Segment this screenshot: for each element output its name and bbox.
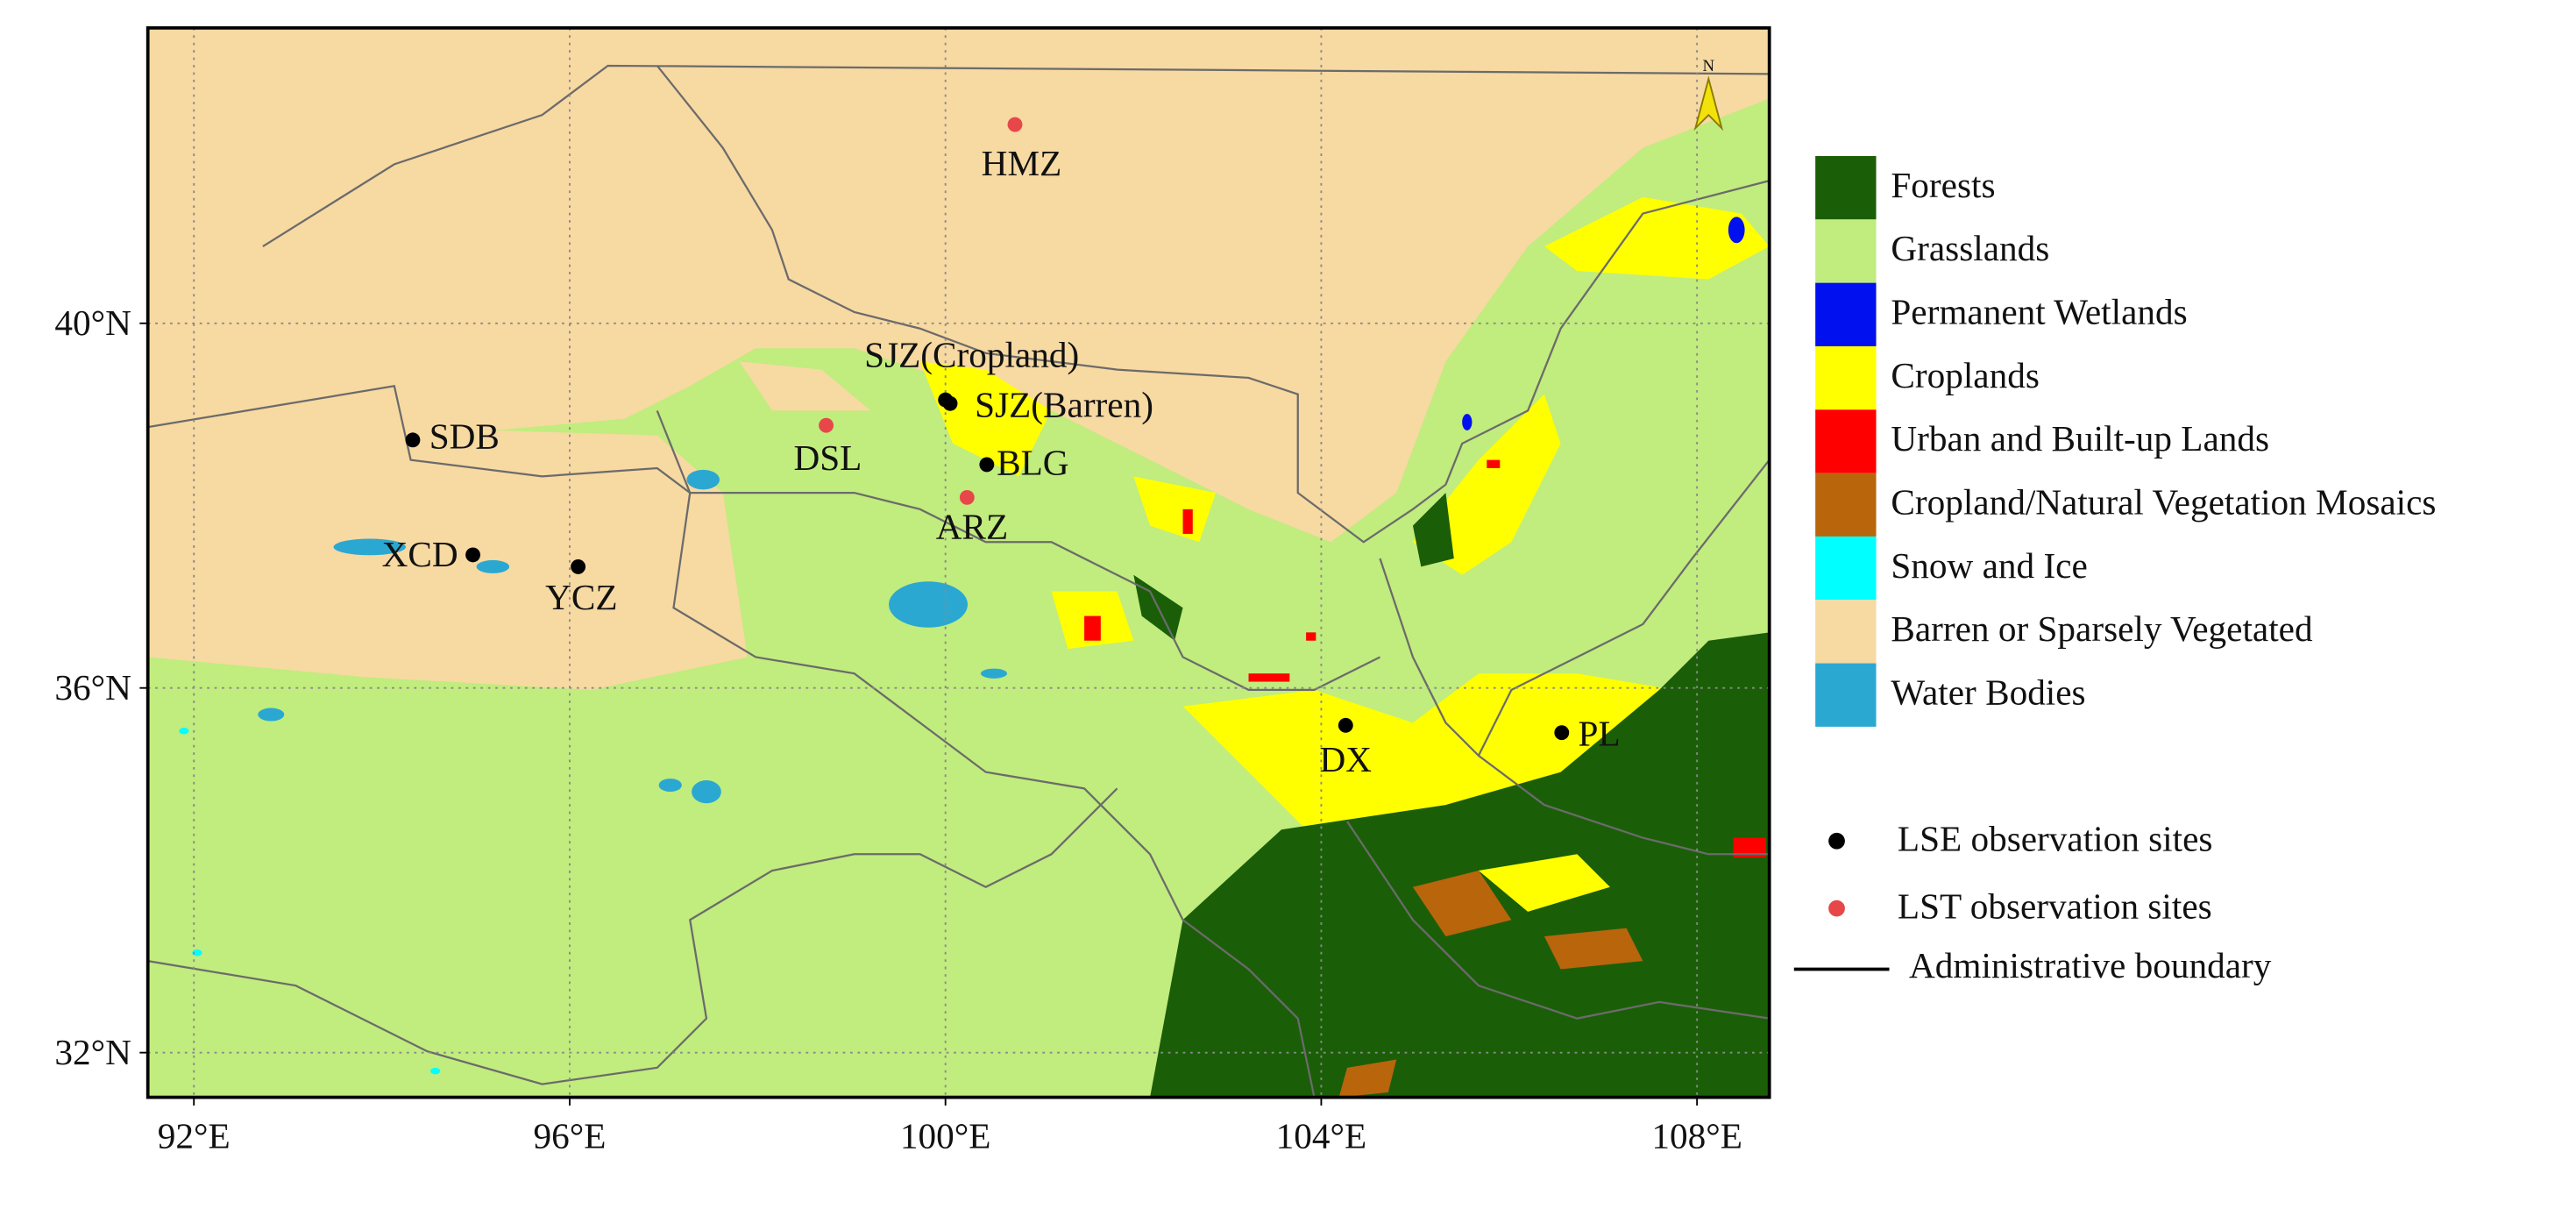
site-label: HMZ: [982, 143, 1062, 183]
site-marker: [405, 432, 421, 448]
land-cover-patch: [1543, 196, 1770, 280]
land-cover-patch: [1182, 508, 1193, 534]
boundary: [147, 787, 1118, 1085]
land-cover-patch: [147, 27, 1770, 543]
legend-swatch: [1815, 345, 1877, 410]
legend-label: Urban and Built-up Lands: [1891, 418, 2269, 459]
land-cover-map: [147, 27, 1770, 1098]
legend-label: Permanent Wetlands: [1891, 292, 2187, 332]
legend-swatch: [1815, 409, 1877, 473]
legend-label: Croplands: [1891, 355, 2039, 395]
land-cover-patch: [1412, 493, 1454, 567]
x-tick-label: 92°E: [158, 1116, 231, 1156]
legend-swatch: [1815, 219, 1877, 283]
site-label: SDB: [429, 416, 500, 456]
site-marker: [959, 489, 975, 505]
legend-swatch: [1815, 600, 1877, 664]
land-cover-patch: [739, 361, 871, 411]
x-tick-label: 96°E: [533, 1116, 606, 1156]
land-cover-patch: [1543, 928, 1643, 970]
land-cover-patch: [889, 581, 968, 628]
legend-swatch: [1815, 155, 1877, 220]
land-cover-patch: [919, 361, 1052, 477]
land-cover-patch: [333, 538, 406, 556]
site-label: DX: [1320, 739, 1373, 779]
site-marker: [1007, 117, 1023, 132]
legend-label: Administrative boundary: [1909, 945, 2272, 985]
site-label: BLG: [997, 442, 1068, 482]
land-cover-patch: [1133, 476, 1217, 543]
land-cover-patch: [1084, 615, 1101, 641]
boundary: [147, 385, 1380, 692]
land-cover-patch: [179, 728, 189, 735]
land-cover-patch: [658, 779, 682, 793]
legend-label: Water Bodies: [1891, 672, 2085, 713]
boundary: [262, 64, 1770, 247]
land-cover-patch: [1728, 217, 1745, 244]
legend-marker: [1828, 832, 1845, 850]
site-label: SJZ(Cropland): [864, 335, 1079, 376]
y-tick-label: 36°N: [54, 667, 131, 708]
legend-swatch: [1815, 473, 1877, 537]
site-label: XCD: [382, 534, 458, 574]
land-cover-patch: [147, 410, 748, 690]
land-cover-patch: [1412, 871, 1512, 936]
land-cover-patch: [258, 708, 285, 722]
site-marker: [819, 417, 834, 433]
land-cover-patch: [476, 559, 510, 573]
y-tick-label: 32°N: [54, 1032, 131, 1072]
land-cover-patch: [1478, 854, 1610, 912]
land-cover-patch: [1248, 673, 1290, 682]
legend-label: Snow and Ice: [1891, 545, 2087, 586]
legend-label: Barren or Sparsely Vegetated: [1891, 608, 2313, 649]
land-cover-patch: [1487, 459, 1501, 468]
land-cover-patch: [1733, 837, 1766, 858]
site-marker: [571, 558, 586, 574]
y-tick-label: 40°N: [54, 302, 131, 343]
admin-boundaries: [147, 64, 1770, 1098]
legend-label: LSE observation sites: [1898, 819, 2213, 859]
site-label: YCZ: [545, 577, 617, 617]
x-tick-label: 108°E: [1651, 1116, 1742, 1156]
land-cover-patch: [686, 469, 720, 490]
site-marker: [1338, 717, 1353, 733]
north-arrow-shape: [1693, 75, 1724, 132]
site-marker: [979, 457, 995, 473]
site-marker: [465, 547, 480, 563]
site-marker: [1554, 725, 1570, 741]
boundary: [656, 65, 1770, 544]
site-label: ARZ: [936, 506, 1008, 546]
land-cover-patch: [1462, 414, 1473, 430]
boundary: [1478, 754, 1770, 856]
site-label: PL: [1579, 714, 1621, 754]
legend-label: Forests: [1891, 165, 1995, 205]
land-cover-patch: [692, 779, 721, 804]
legend-label: Cropland/Natural Vegetation Mosaics: [1891, 482, 2436, 523]
legend-label: Grasslands: [1891, 228, 2049, 268]
legend-label: LST observation sites: [1898, 885, 2212, 926]
land-cover-patch: [1338, 1059, 1397, 1098]
land-cover-patch: [1150, 632, 1770, 1098]
x-tick-label: 104°E: [1276, 1116, 1367, 1156]
north-label: N: [1703, 57, 1715, 75]
map-frame: [145, 25, 1771, 1099]
legend-swatch: [1815, 282, 1877, 346]
boundary: [1346, 821, 1770, 1020]
site-label: DSL: [793, 437, 862, 478]
legend-swatch: [1815, 663, 1877, 727]
legend-marker: [1828, 900, 1845, 917]
land-cover-patch: [980, 668, 1007, 679]
site-label: SJZ(Barren): [975, 384, 1153, 425]
legend-swatch: [1815, 536, 1877, 601]
north-arrow: N: [1693, 57, 1724, 132]
x-tick-label: 100°E: [900, 1116, 991, 1156]
land-cover-patch: [1306, 632, 1316, 641]
land-cover-patch: [430, 1067, 441, 1075]
boundary: [1379, 459, 1770, 757]
boundary: [656, 409, 1316, 1098]
site-marker: [942, 395, 958, 411]
